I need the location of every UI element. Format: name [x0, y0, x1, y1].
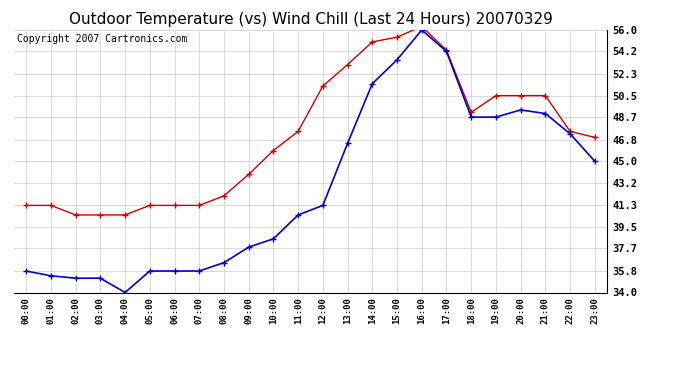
Title: Outdoor Temperature (vs) Wind Chill (Last 24 Hours) 20070329: Outdoor Temperature (vs) Wind Chill (Las…	[68, 12, 553, 27]
Text: Copyright 2007 Cartronics.com: Copyright 2007 Cartronics.com	[17, 34, 187, 44]
